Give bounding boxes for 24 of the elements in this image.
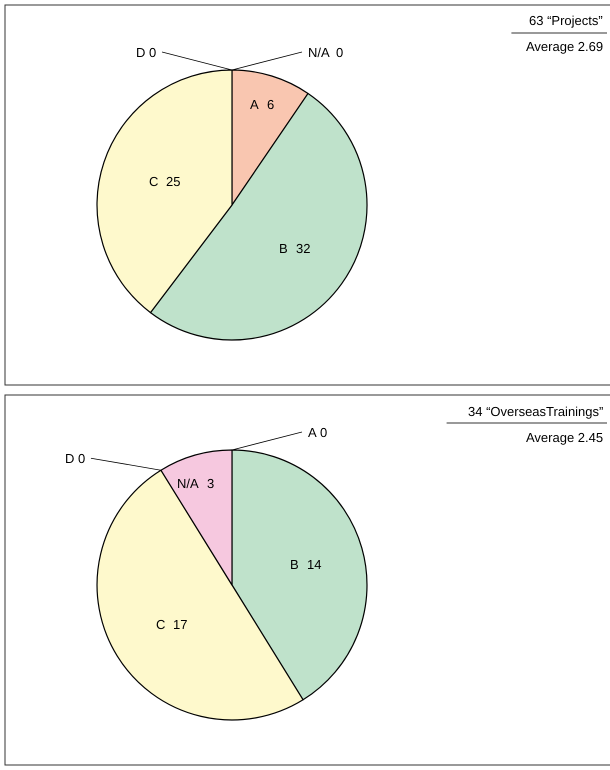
text: 34 “OverseasTrainings” <box>468 404 604 419</box>
text: Average 2.45 <box>526 430 604 445</box>
data-label: 32 <box>296 241 310 256</box>
category-label: N/A <box>308 45 330 60</box>
category-label: D <box>65 451 74 466</box>
slice-label: B <box>279 241 288 256</box>
slice-label: N/A <box>177 476 199 491</box>
slice-label: B <box>290 557 299 572</box>
text: Average 2.69 <box>526 39 604 54</box>
text: 0 <box>336 45 344 60</box>
text: 0 <box>78 451 86 466</box>
data-label: 17 <box>173 617 188 632</box>
category-label: D <box>136 45 146 60</box>
data-label: 25 <box>166 174 180 189</box>
slice-label: C <box>149 174 158 189</box>
text: 0 <box>320 425 328 440</box>
data-label: 3 <box>207 476 214 491</box>
category-label: A <box>308 425 317 440</box>
data-label: 6 <box>267 97 274 112</box>
slice-label: A <box>250 97 259 112</box>
text: 63 “Projects” <box>529 13 603 28</box>
text: 0 <box>149 45 156 60</box>
data-label: 14 <box>307 557 322 572</box>
slice-label: C <box>156 617 166 632</box>
